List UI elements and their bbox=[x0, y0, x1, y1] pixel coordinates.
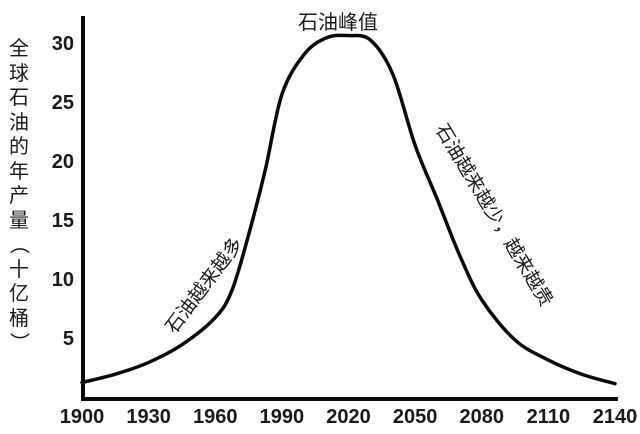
y-tick-label: 20 bbox=[51, 151, 74, 173]
y-axis-label-char: 产 bbox=[9, 183, 29, 207]
x-tick-label: 1900 bbox=[59, 406, 105, 428]
x-tick-label: 2020 bbox=[326, 406, 371, 428]
y-tick-label: 5 bbox=[62, 328, 74, 350]
x-tick-label: 2140 bbox=[592, 406, 638, 428]
y-tick-label: 15 bbox=[51, 210, 74, 232]
y-axis-label: 全球石油的年产量（十亿桶） bbox=[6, 36, 32, 355]
y-axis-label-char: 量 bbox=[9, 207, 29, 232]
y-axis-label-char: 年 bbox=[9, 158, 29, 183]
production-curve bbox=[80, 33, 617, 386]
y-axis-label-char: ） bbox=[7, 332, 32, 353]
y-axis-label-char: 十 bbox=[9, 256, 29, 281]
x-tick-label: 1990 bbox=[259, 406, 305, 428]
y-axis-label-char: 油 bbox=[9, 109, 29, 134]
y-tick-label: 10 bbox=[51, 269, 74, 291]
x-tick-label: 1930 bbox=[126, 406, 171, 428]
y-axis-label-char: 石 bbox=[9, 85, 29, 109]
y-axis-label-char: 全 bbox=[9, 36, 29, 60]
y-axis-label-char: 亿 bbox=[9, 281, 29, 305]
y-axis-label-char: 的 bbox=[9, 134, 29, 158]
x-tick-label: 2080 bbox=[459, 406, 505, 428]
y-tick-label: 25 bbox=[51, 92, 74, 114]
y-tick-label: 30 bbox=[51, 33, 74, 55]
x-tick-label: 1960 bbox=[193, 406, 238, 428]
peak-annotation: 石油峰值 bbox=[298, 10, 378, 34]
x-tick-label: 2050 bbox=[392, 406, 438, 428]
y-axis-label-char: （ bbox=[7, 234, 32, 255]
y-axis-label-char: 球 bbox=[9, 60, 29, 85]
x-tick-label: 2110 bbox=[526, 406, 571, 428]
y-axis-label-char: 桶 bbox=[9, 305, 29, 330]
